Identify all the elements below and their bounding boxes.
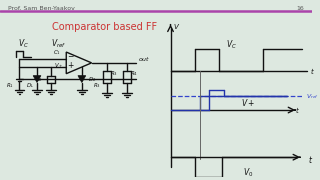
Text: Comparator based FF: Comparator based FF — [52, 22, 157, 32]
Text: −: − — [67, 53, 73, 62]
Text: $t$: $t$ — [295, 105, 300, 115]
Text: $V_+$: $V_+$ — [54, 61, 63, 70]
Text: $R_2$: $R_2$ — [35, 75, 43, 84]
Text: $R_1$: $R_1$ — [6, 81, 14, 90]
Text: $t$: $t$ — [310, 66, 315, 76]
Text: $t$: $t$ — [308, 154, 313, 165]
Text: $R_4$: $R_4$ — [130, 69, 138, 78]
Text: $R_3$: $R_3$ — [110, 69, 118, 78]
Text: $D_L$: $D_L$ — [26, 81, 34, 90]
Text: $out$: $out$ — [138, 55, 151, 63]
Text: 16: 16 — [296, 6, 304, 11]
Text: $V_0$: $V_0$ — [243, 167, 254, 179]
Polygon shape — [33, 76, 41, 82]
Text: $V+$: $V+$ — [241, 97, 256, 108]
Text: $V$: $V$ — [173, 22, 180, 31]
Text: $V_C$: $V_C$ — [18, 38, 28, 50]
Polygon shape — [78, 76, 86, 82]
Text: $R_3$: $R_3$ — [93, 81, 101, 90]
Text: $C_1$: $C_1$ — [52, 49, 60, 57]
Text: $V_{ref}$: $V_{ref}$ — [51, 38, 66, 50]
Text: +: + — [67, 61, 73, 70]
Text: Prof. Sam Ben-Yaakov: Prof. Sam Ben-Yaakov — [8, 6, 75, 11]
Text: $D_2$: $D_2$ — [88, 75, 96, 84]
Text: $V_C$: $V_C$ — [227, 39, 237, 51]
Text: $V_{ref}$: $V_{ref}$ — [306, 92, 319, 101]
